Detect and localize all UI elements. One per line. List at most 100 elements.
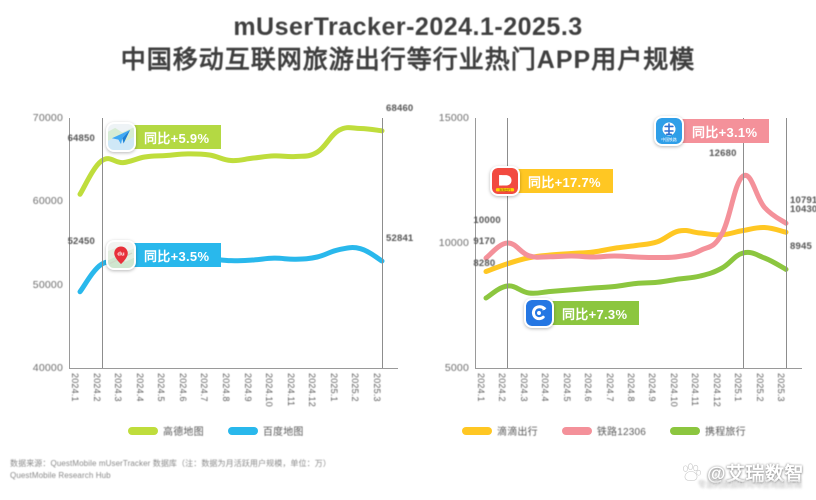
y-tick-label: 60000 [32,195,63,208]
x-tick-label: 2025.3 [776,373,786,402]
chart-title-block: mUserTracker-2024.1-2025.3 中国移动互联网旅游出行等行… [0,12,816,76]
x-tick-label: 2024.8 [221,373,231,402]
left-chart-legend: 高德地图 百度地图 [128,423,322,438]
y-tick-label: 70000 [32,112,63,124]
left-chart-panel: 40000 50000 60000 70000 2024.1 2024.2 2024.3 2… [8,103,413,410]
x-tick-label: 2024.7 [199,373,210,402]
source-note-line2: QuestMobile Research Hub [10,471,111,480]
x-tick-label: 2024.6 [583,373,594,402]
right-y-axis [475,118,476,368]
leader-line [786,118,787,368]
data-value-label: 64850 [67,132,95,144]
legend-item[interactable]: 滴滴出行 [462,423,538,438]
legend-swatch [128,426,158,435]
x-tick-label: 2024.4 [540,373,551,402]
badge-baidu-label: 同比+3.5% [132,243,222,267]
right-plot-area [476,118,802,368]
watermark: @艾瑞数智 专业的数据研究与咨询服务商 [680,459,804,489]
line-高德地图 [80,128,382,195]
x-tick-label: 2024.5 [561,373,572,402]
line-滴滴出行 [486,227,786,271]
badge-ctrip-label: 同比+7.3% [550,301,640,325]
x-tick-label: 2024.7 [604,373,615,402]
watermark-text: @艾瑞数智 [706,464,804,485]
legend-swatch [227,426,258,435]
legend-label: 铁路12306 [596,427,647,438]
legend-label: 滴滴出行 [497,427,538,438]
x-tick-label: 2025.1 [733,373,744,402]
legend-swatch [561,426,592,435]
legend-item[interactable]: 高德地图 [128,423,204,438]
data-value-label: 52450 [67,236,95,248]
left-x-tick-labels: 2024.1 2024.2 2024.3 2024.4 2024.5 2024.6 2024… [70,371,398,421]
legend-swatch [462,426,492,435]
x-tick-label: 2024.8 [626,373,636,402]
leader-line [743,118,745,368]
badge-gaode: 同比+5.9% [106,122,222,152]
legend-item[interactable]: 百度地图 [227,423,304,438]
x-tick-label: 2024.4 [134,373,145,402]
x-tick-label: 2024.1 [70,373,80,402]
y-tick-label: 15000 [438,112,469,124]
leader-line [101,118,103,368]
x-tick-label: 2024.9 [647,373,658,402]
y-tick-label: 50000 [32,278,63,291]
data-value-label: 52841 [386,232,414,244]
x-tick-label: 2024.12 [307,373,318,407]
badge-didi: 滴滴出行 同比+17.7% [490,166,613,196]
watermark-subtext: 专业的数据研究与咨询服务商 [698,480,802,489]
badge-railway-label: 同比+3.1% [680,119,770,143]
x-tick-label: 2025.2 [754,373,765,402]
x-tick-label: 2024.5 [156,373,167,402]
badge-railway: 中国铁路 同比+3.1% [654,116,770,146]
y-tick-label: 40000 [32,362,63,374]
x-tick-label: 2024.2 [91,373,102,402]
x-tick-label: 2024.10 [668,373,679,407]
y-tick-label: 5000 [444,362,469,374]
x-tick-label: 2024.3 [113,373,124,402]
data-value-label: 10000 [473,215,501,226]
leader-line [507,118,509,368]
badge-baidu: du 同比+3.5% [106,240,222,270]
data-value-label: 10791 [790,195,816,207]
leader-line [382,118,383,368]
x-tick-label: 2024.6 [177,373,188,402]
svg-text:du: du [117,252,125,258]
right-chart-panel: 5000 10000 15000 2024.1 2024.2 2024.3 2024.4 2… [414,110,816,410]
ctrip-icon [524,298,554,328]
gaode-map-icon [106,122,136,152]
legend-label: 高德地图 [163,427,204,438]
x-tick-label: 2024.11 [285,373,296,407]
x-tick-label: 2024.12 [711,373,722,407]
y-tick-label: 10000 [438,237,469,249]
page-title-english: mUserTracker-2024.1-2025.3 [233,13,583,41]
right-chart-legend: 滴滴出行 铁路12306 携程旅行 [462,423,764,438]
x-tick-label: 2024.11 [690,373,701,407]
data-value-label: 8945 [790,241,812,253]
legend-swatch [670,426,701,435]
left-y-axis [69,118,70,368]
x-tick-label: 2025.1 [328,373,339,402]
x-tick-label: 2025.2 [350,373,361,402]
svg-text:滴滴出行: 滴滴出行 [499,187,511,192]
legend-label: 携程旅行 [705,427,746,438]
right-x-tick-labels: 2024.1 2024.2 2024.3 2024.4 2024.5 2024.6 2024… [476,371,802,421]
badge-didi-label: 同比+17.7% [516,169,613,193]
x-tick-label: 2024.3 [518,373,529,402]
legend-label: 百度地图 [262,427,304,438]
left-x-axis [69,368,398,369]
svg-text:中国铁路: 中国铁路 [661,137,677,142]
right-x-axis [475,368,802,369]
line-铁路12306 [486,175,786,258]
baidu-map-icon: du [106,240,136,270]
paw-print-icon [682,462,701,481]
line-携程旅行 [486,252,786,298]
x-tick-label: 2024.1 [476,373,486,402]
source-note: 数据来源：QuestMobile mUserTracker 数据库（注：数据为月… [10,458,331,482]
legend-item[interactable]: 携程旅行 [670,423,746,438]
legend-item[interactable]: 铁路12306 [561,423,647,438]
didi-icon: 滴滴出行 [490,166,520,196]
badge-gaode-label: 同比+5.9% [132,125,222,149]
data-value-label: 8280 [473,258,496,269]
